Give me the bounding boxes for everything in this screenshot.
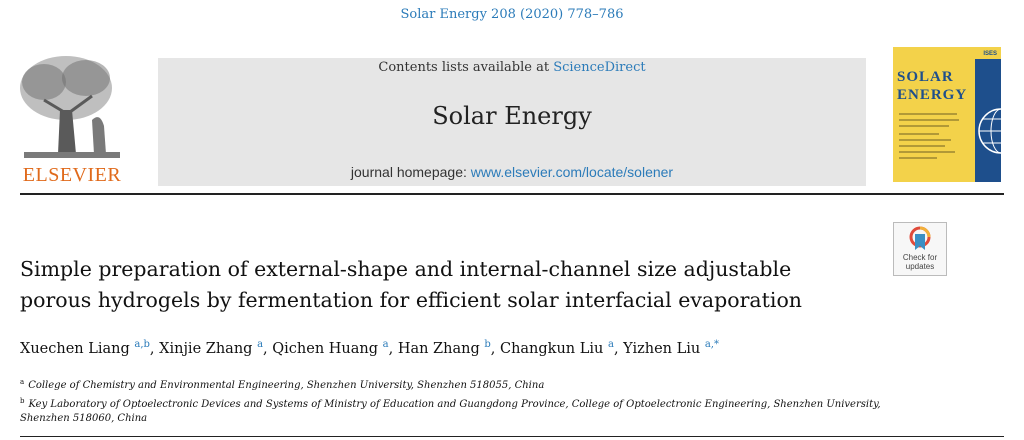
- affiliation-list: a College of Chemistry and Environmental …: [20, 375, 1010, 427]
- crossmark-icon: [909, 226, 931, 250]
- affiliation-mark: a: [20, 378, 25, 386]
- affiliation-text: Shenzhen 518060, China: [20, 413, 148, 424]
- author-separator: ,: [149, 341, 160, 357]
- author-name[interactable]: Changkun Liu: [499, 341, 604, 357]
- bottom-divider: [20, 436, 1004, 437]
- cover-globe-strip: [975, 59, 1001, 182]
- badge-line1: Check for: [902, 253, 938, 262]
- globe-icon: [978, 108, 1001, 154]
- elsevier-wordmark: ELSEVIER: [22, 164, 122, 186]
- author-affiliation-link[interactable]: a: [607, 339, 614, 350]
- author-separator: ,: [490, 341, 500, 357]
- author-list: Xuechen Liang a,b, Xinjie Zhang a, Qiche…: [20, 339, 1010, 357]
- author-affiliation-link[interactable]: a,*: [704, 339, 719, 350]
- journal-cover-thumbnail[interactable]: ISES SOLAR ENERGY: [893, 47, 1001, 182]
- author-name[interactable]: Xuechen Liang: [20, 341, 130, 357]
- author-affiliation-link[interactable]: a,b: [134, 339, 150, 350]
- check-for-updates-badge[interactable]: Check for updates: [893, 222, 947, 276]
- affiliation-b: b Key Laboratory of Optoelectronic Device…: [20, 394, 1010, 413]
- article-title: Simple preparation of external-shape and…: [20, 254, 880, 316]
- journal-homepage-line: journal homepage: www.elsevier.com/locat…: [158, 164, 866, 180]
- cover-brand: ISES: [983, 51, 997, 57]
- header-divider: [20, 193, 1004, 195]
- author-name[interactable]: Yizhen Liu: [623, 341, 701, 357]
- sciencedirect-link[interactable]: ScienceDirect: [553, 60, 646, 75]
- author-affiliation-link[interactable]: a: [257, 339, 264, 350]
- cover-title-line1: SOLAR: [897, 69, 954, 85]
- affiliation-mark: b: [20, 396, 25, 405]
- affiliation-b-continued: Shenzhen 518060, China: [20, 412, 1010, 427]
- author-separator: ,: [613, 341, 624, 357]
- journal-citation-link[interactable]: Solar Energy 208 (2020) 778–786: [400, 7, 624, 22]
- author-separator: ,: [388, 341, 398, 357]
- journal-homepage-link[interactable]: www.elsevier.com/locate/solener: [470, 164, 674, 180]
- journal-banner: Contents lists available at ScienceDirec…: [158, 58, 866, 186]
- homepage-prefix: journal homepage:: [350, 164, 471, 180]
- contents-available-line: Contents lists available at ScienceDirec…: [158, 60, 866, 75]
- author-name[interactable]: Xinjie Zhang: [159, 341, 253, 357]
- journal-name: Solar Energy: [432, 102, 592, 130]
- affiliation-a: a College of Chemistry and Environmental …: [20, 375, 1010, 394]
- badge-line2: updates: [905, 262, 935, 271]
- author-name[interactable]: Qichen Huang: [272, 341, 379, 357]
- article-title-line1: Simple preparation of external-shape and…: [20, 257, 792, 281]
- author-affiliation-link[interactable]: a: [382, 339, 389, 350]
- elsevier-tree-icon: [14, 50, 130, 162]
- author-name[interactable]: Han Zhang: [397, 341, 480, 357]
- cover-title-line2: ENERGY: [897, 87, 968, 103]
- affiliation-text: Key Laboratory of Optoelectronic Devices…: [28, 398, 881, 410]
- contents-prefix: Contents lists available at: [378, 60, 554, 75]
- article-title-line2: porous hydrogels by fermentation for eff…: [20, 288, 802, 312]
- author-affiliation-link[interactable]: b: [484, 339, 491, 350]
- elsevier-logo[interactable]: ELSEVIER: [8, 50, 136, 186]
- affiliation-text: College of Chemistry and Environmental E…: [28, 380, 545, 391]
- author-separator: ,: [263, 341, 273, 357]
